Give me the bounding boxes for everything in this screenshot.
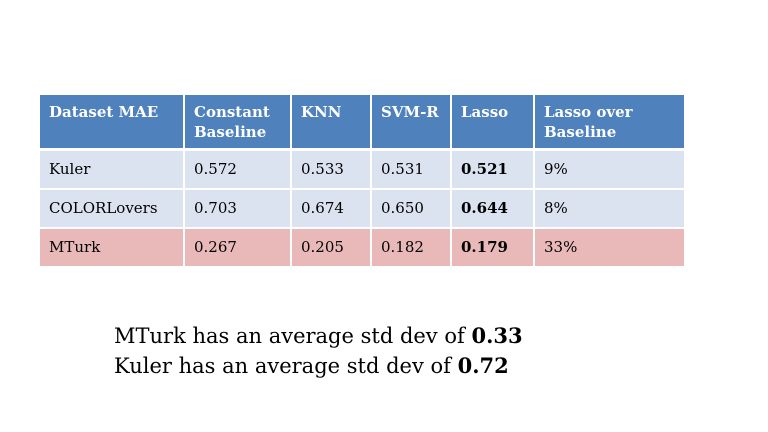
cell-svm-r: 0.182 <box>371 227 452 268</box>
cell-lasso-over-baseline: 8% <box>534 188 684 229</box>
header-lasso: Lasso <box>451 95 535 151</box>
note-mturk-std-dev: MTurk has an average std dev of 0.33 <box>114 321 523 351</box>
note-value: 0.72 <box>457 353 509 378</box>
cell-knn: 0.674 <box>291 188 372 229</box>
table-row-colorlovers: COLORLovers 0.703 0.674 0.650 0.644 8% <box>40 188 684 229</box>
header-dataset-mae: Dataset MAE <box>40 95 185 151</box>
note-text: Kuler has an average std dev of <box>114 354 458 378</box>
std-dev-notes: MTurk has an average std dev of 0.33 Kul… <box>114 321 523 381</box>
results-table: Dataset MAE Constant Baseline KNN SVM-R … <box>40 95 684 268</box>
cell-lasso-over-baseline: 33% <box>534 227 684 268</box>
cell-lasso: 0.644 <box>451 188 535 229</box>
cell-dataset: COLORLovers <box>40 188 185 229</box>
cell-svm-r: 0.650 <box>371 188 452 229</box>
header-lasso-over-baseline: Lasso over Baseline <box>534 95 684 151</box>
cell-constant-baseline: 0.572 <box>184 149 292 190</box>
table-header-row: Dataset MAE Constant Baseline KNN SVM-R … <box>40 95 684 151</box>
cell-knn: 0.205 <box>291 227 372 268</box>
header-constant-baseline: Constant Baseline <box>184 95 292 151</box>
cell-dataset: MTurk <box>40 227 185 268</box>
cell-lasso: 0.521 <box>451 149 535 190</box>
header-svm-r: SVM-R <box>371 95 452 151</box>
cell-svm-r: 0.531 <box>371 149 452 190</box>
note-kuler-std-dev: Kuler has an average std dev of 0.72 <box>114 351 523 381</box>
cell-lasso-over-baseline: 9% <box>534 149 684 190</box>
cell-knn: 0.533 <box>291 149 372 190</box>
table-row-mturk: MTurk 0.267 0.205 0.182 0.179 33% <box>40 227 684 268</box>
cell-constant-baseline: 0.703 <box>184 188 292 229</box>
note-value: 0.33 <box>471 323 523 348</box>
header-knn: KNN <box>291 95 372 151</box>
cell-constant-baseline: 0.267 <box>184 227 292 268</box>
cell-dataset: Kuler <box>40 149 185 190</box>
cell-lasso: 0.179 <box>451 227 535 268</box>
table-row-kuler: Kuler 0.572 0.533 0.531 0.521 9% <box>40 149 684 190</box>
note-text: MTurk has an average std dev of <box>114 324 472 348</box>
